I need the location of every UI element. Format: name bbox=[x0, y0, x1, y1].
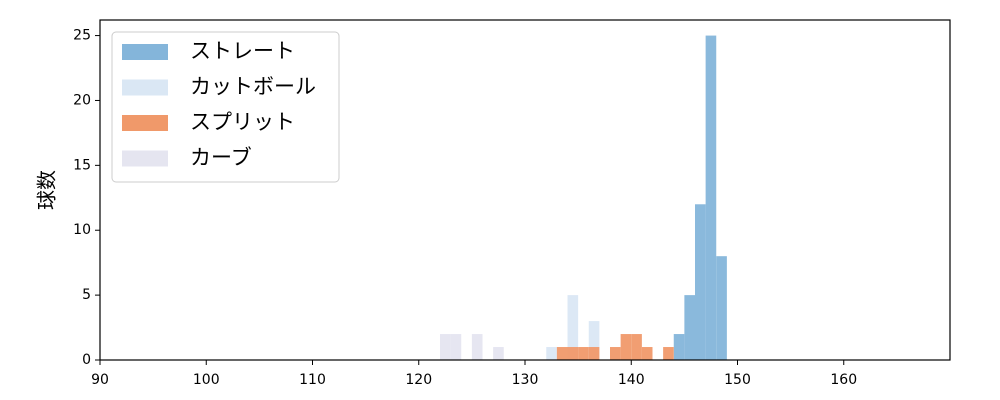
x-tick-label: 150 bbox=[724, 372, 751, 388]
bar bbox=[471, 334, 483, 360]
legend-swatch bbox=[122, 79, 168, 96]
bar bbox=[588, 347, 600, 360]
bar bbox=[546, 347, 557, 360]
bar bbox=[631, 334, 642, 360]
bar bbox=[716, 256, 727, 360]
legend-label: スプリット bbox=[190, 110, 295, 134]
x-tick-label: 110 bbox=[299, 372, 326, 388]
bar bbox=[556, 347, 568, 360]
y-tick-label: 10 bbox=[73, 222, 91, 238]
legend-swatch bbox=[122, 115, 168, 131]
y-tick-label: 15 bbox=[73, 157, 91, 173]
legend-label: ストレート bbox=[190, 39, 295, 63]
y-tick-label: 5 bbox=[82, 287, 91, 303]
x-tick-label: 160 bbox=[830, 372, 857, 388]
bar bbox=[578, 347, 589, 360]
bar bbox=[493, 347, 504, 360]
y-tick-label: 0 bbox=[82, 352, 91, 368]
x-tick-label: 140 bbox=[618, 372, 645, 388]
bar bbox=[705, 35, 717, 361]
bar bbox=[450, 334, 462, 360]
bar bbox=[588, 321, 600, 360]
bar bbox=[610, 347, 621, 360]
y-tick-label: 25 bbox=[73, 28, 91, 44]
x-tick-label: 90 bbox=[91, 372, 109, 388]
legend-swatch bbox=[122, 150, 168, 167]
bar bbox=[567, 347, 579, 360]
y-tick-label: 20 bbox=[73, 92, 91, 108]
bar bbox=[684, 295, 695, 360]
x-tick-label: 120 bbox=[405, 372, 432, 388]
bar bbox=[673, 334, 685, 360]
x-tick-label: 100 bbox=[193, 372, 220, 388]
legend-label: カーブ bbox=[190, 146, 252, 170]
bar bbox=[620, 334, 632, 360]
bar bbox=[440, 334, 451, 360]
bar bbox=[567, 295, 579, 360]
bar bbox=[663, 347, 674, 360]
bar bbox=[641, 347, 653, 360]
legend-box bbox=[111, 31, 340, 183]
bar bbox=[695, 204, 706, 360]
legend-swatch bbox=[122, 44, 168, 60]
y-axis-label: 球数 bbox=[35, 170, 59, 210]
x-tick-label: 130 bbox=[512, 372, 539, 388]
legend-label: カットボール bbox=[190, 75, 316, 99]
